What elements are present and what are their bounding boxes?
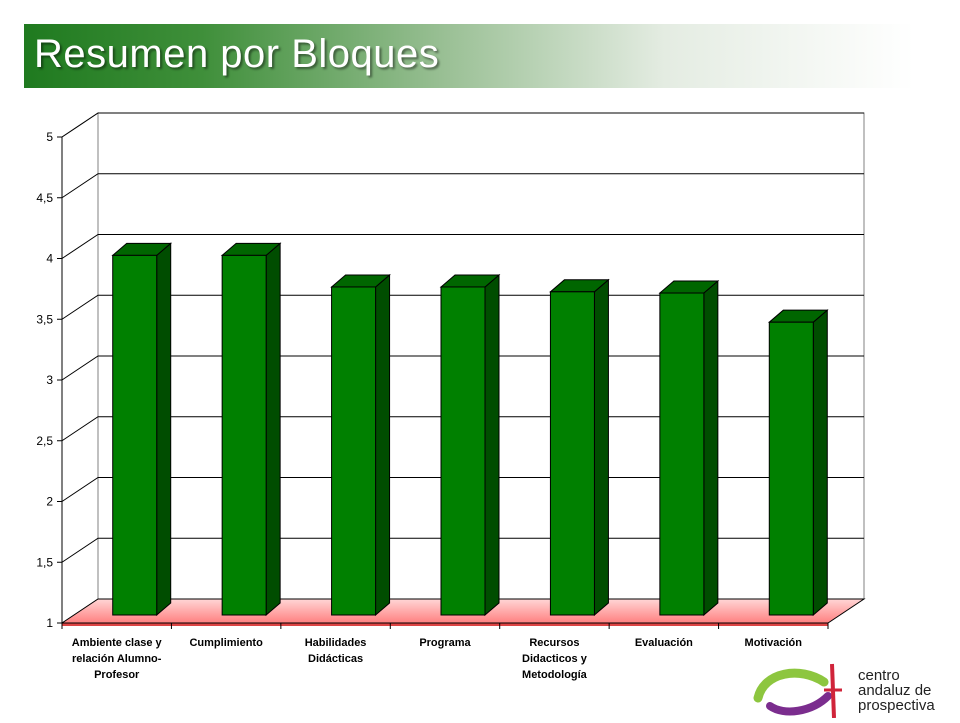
y-tick-label: 4 <box>46 252 53 266</box>
bar-side <box>484 273 500 617</box>
bar-side <box>593 278 609 617</box>
bar-front <box>331 286 377 616</box>
bar-side <box>265 242 281 617</box>
bar-front <box>549 291 595 616</box>
bar-front <box>768 321 814 616</box>
bars <box>111 242 829 617</box>
bar <box>439 273 501 617</box>
bar <box>549 278 610 617</box>
logo-line: andaluz de <box>858 682 932 699</box>
bar <box>658 279 720 617</box>
bar <box>111 242 173 617</box>
bar-side <box>156 242 172 617</box>
bar <box>220 242 282 617</box>
y-tick-label: 3 <box>46 373 53 387</box>
logo-text: centro andaluz de prospectiva <box>858 668 935 713</box>
bar-front <box>221 254 267 616</box>
bar-side <box>812 309 828 617</box>
y-tick-labels: 1 1,5 2 2,5 3 3,5 4 4,5 5 <box>36 130 53 630</box>
x-tick-labels: Ambiente clase y relación Alumno-Profesor… <box>72 637 803 681</box>
axes <box>57 136 829 629</box>
bar-side <box>375 273 391 617</box>
x-tick-label: Motivación <box>745 637 803 649</box>
bar <box>767 309 829 617</box>
logo-line: centro <box>858 667 900 684</box>
bar <box>330 273 391 617</box>
y-tick-label: 2,5 <box>36 434 53 448</box>
bar-front <box>659 292 705 616</box>
gridline <box>61 234 864 259</box>
x-tick-label: Habilidades Didácticas <box>305 637 367 665</box>
bar-side <box>703 279 719 617</box>
y-tick-label: 5 <box>46 130 53 144</box>
gridline <box>61 112 864 138</box>
x-tick-label: Recursos Didacticos y Metodología <box>522 637 588 681</box>
title-banner: Resumen por Bloques <box>24 24 914 88</box>
x-tick-label: Evaluación <box>635 637 693 649</box>
floor-edge <box>62 623 828 626</box>
y-tick-label: 1 <box>46 616 53 630</box>
bar-front <box>440 286 486 616</box>
x-tick-label: Ambiente clase y relación Alumno-Profesor <box>72 637 163 681</box>
y-tick-label: 3,5 <box>36 312 53 326</box>
page-title: Resumen por Bloques <box>34 32 440 76</box>
y-tick-label: 2 <box>46 495 53 509</box>
x-tick-label: Cumplimiento <box>189 637 263 649</box>
gridline <box>61 173 864 199</box>
logo-line: prospectiva <box>858 697 935 714</box>
x-tick-label: Programa <box>419 637 471 649</box>
y-tick-label: 4,5 <box>36 191 53 205</box>
y-tick-label: 1,5 <box>36 555 53 569</box>
logo-mark-icon <box>753 663 842 719</box>
centro-andaluz-logo: centro andaluz de prospectiva <box>750 660 950 719</box>
bar-front <box>112 254 158 616</box>
